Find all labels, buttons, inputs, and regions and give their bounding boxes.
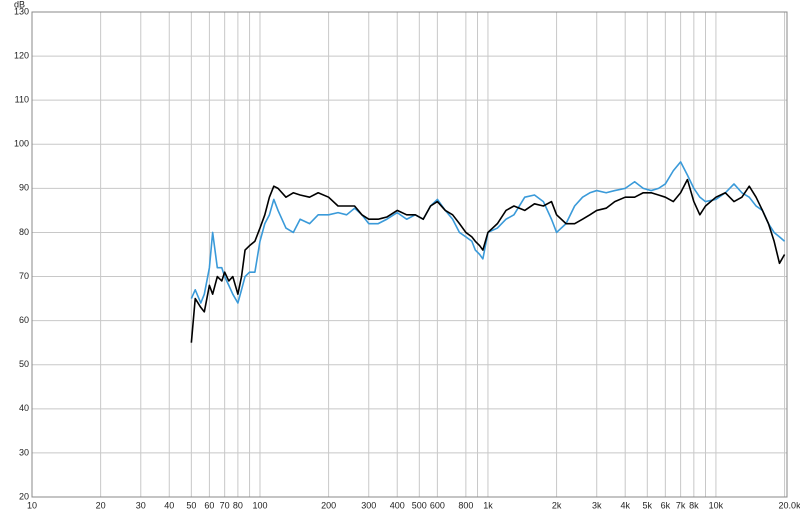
x-tick-label: 500 (412, 500, 427, 510)
x-tick-label: 80 (233, 500, 243, 510)
series-line (190, 178, 786, 343)
y-tick-label: 100 (14, 139, 29, 149)
y-tick-label: 120 (14, 50, 29, 60)
y-tick-label: 60 (19, 315, 29, 325)
y-tick-label: 90 (19, 183, 29, 193)
y-tick-label: 110 (15, 95, 29, 105)
x-tick-label: 40 (164, 500, 174, 510)
x-tick-label: 100 (252, 500, 267, 510)
y-tick-label: 130 (14, 6, 29, 16)
x-tick-label: 200 (321, 500, 336, 510)
plot (190, 161, 786, 343)
x-tick-label: 800 (458, 500, 473, 510)
y-tick-label: 30 (19, 447, 29, 457)
y-tick-label: 50 (19, 359, 29, 369)
x-tick-label: 10k (709, 500, 724, 510)
x-tick-label: 70 (220, 500, 230, 510)
x-tick-label: 7k (676, 500, 686, 510)
x-tick-label: 60 (204, 500, 214, 510)
x-tick-label: 4k (620, 500, 630, 510)
y-tick-label: 70 (19, 271, 29, 281)
y-tick-label: 40 (19, 403, 29, 413)
x-tick-label: 5k (643, 500, 653, 510)
y-axis-label: dB (14, 0, 25, 9)
x-tick-label: 6k (661, 500, 671, 510)
x-tick-label: 2k (552, 500, 562, 510)
x-tick-label: 300 (361, 500, 376, 510)
plot-frame (31, 11, 788, 498)
x-tick-label: 400 (390, 500, 405, 510)
x-tick-label: 600 (430, 500, 445, 510)
x-tick-label: 30 (136, 500, 146, 510)
x-tick-label: 50 (186, 500, 196, 510)
y-tick-label: 80 (19, 227, 29, 237)
x-tick-label: 8k (689, 500, 699, 510)
series-line (190, 161, 786, 304)
x-tick-label: 20 (96, 500, 106, 510)
x-tick-label: 10 (27, 500, 37, 510)
x-tick-label: 1k (483, 500, 493, 510)
y-tick-label: 20 (19, 491, 29, 501)
x-tick-label: 20.0k Hz (779, 500, 800, 510)
x-tick-label: 3k (592, 500, 602, 510)
